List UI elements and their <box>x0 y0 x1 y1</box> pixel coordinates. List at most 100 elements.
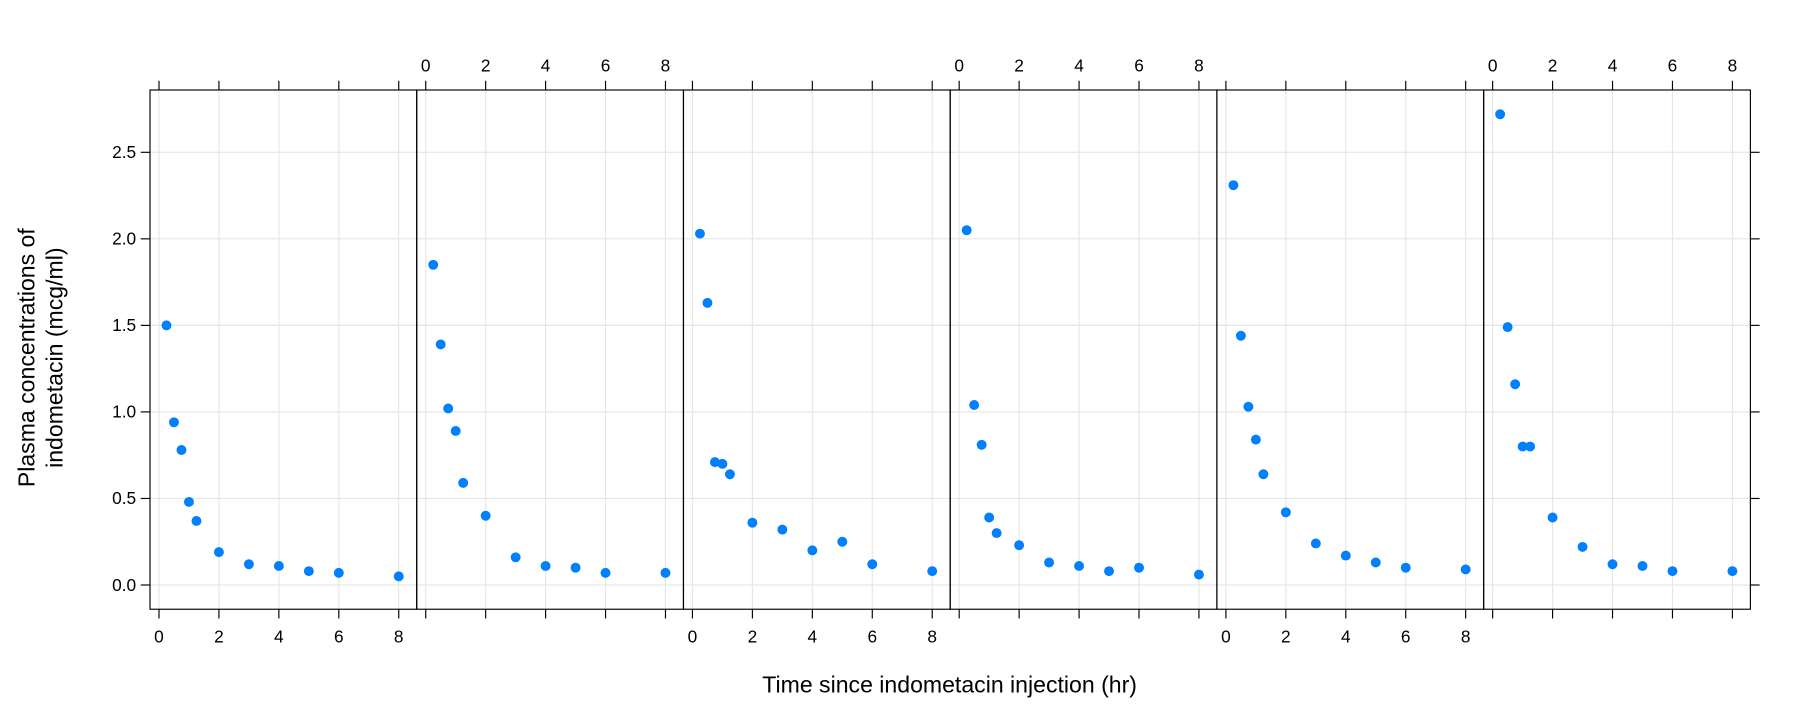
data-point <box>273 561 284 571</box>
data-point <box>976 439 987 450</box>
data-point <box>169 417 179 428</box>
y-tick-label: 2.5 <box>112 142 136 162</box>
data-point <box>333 567 344 578</box>
data-point <box>1044 557 1055 568</box>
y-tick-label: 0.0 <box>112 575 136 595</box>
data-point <box>1607 559 1618 570</box>
data-point <box>1074 561 1085 571</box>
panel-6 <box>1483 89 1751 610</box>
data-point <box>1258 469 1269 480</box>
data-point <box>570 562 581 573</box>
data-point <box>1525 441 1536 452</box>
data-point <box>1250 434 1261 445</box>
data-point <box>1104 566 1114 577</box>
data-point <box>969 400 980 410</box>
x-tick-label: 0 <box>688 627 698 647</box>
y-tick-label: 1.5 <box>112 315 136 335</box>
data-point <box>1280 507 1291 518</box>
data-point <box>1228 180 1239 191</box>
data-point <box>1727 566 1738 577</box>
data-point <box>600 567 611 578</box>
data-point <box>183 496 194 507</box>
x-tick-label: 0 <box>1488 56 1498 76</box>
x-tick-label: 8 <box>394 627 404 647</box>
data-point <box>1495 109 1506 120</box>
data-point <box>1310 538 1321 549</box>
x-tick-label: 4 <box>808 627 818 647</box>
x-tick-label: 2 <box>481 56 491 76</box>
data-point <box>540 561 551 571</box>
panel-5 <box>1216 89 1485 610</box>
x-tick-label: 8 <box>927 627 937 647</box>
data-point <box>428 259 439 270</box>
data-point <box>1340 550 1351 561</box>
data-point <box>1577 541 1588 552</box>
panel-3 <box>682 89 951 610</box>
data-point <box>510 552 521 563</box>
panel-4 <box>949 89 1218 610</box>
data-point <box>176 445 187 455</box>
x-tick-label: 4 <box>1074 56 1084 76</box>
data-point <box>1460 564 1471 575</box>
x-tick-label: 4 <box>274 627 284 647</box>
x-tick-label: 2 <box>1548 56 1558 76</box>
data-point <box>303 566 314 577</box>
y-tick-label: 2.0 <box>112 229 136 249</box>
data-point <box>1370 557 1381 568</box>
panel-1 <box>149 89 418 610</box>
x-axis-label: Time since indometacin injection (hr) <box>762 671 1137 697</box>
data-point <box>1400 562 1411 573</box>
data-point <box>961 225 972 236</box>
data-point <box>694 228 705 239</box>
data-point <box>837 536 848 547</box>
data-point <box>717 458 728 469</box>
x-tick-label: 0 <box>154 627 164 647</box>
x-tick-label: 4 <box>1608 56 1618 76</box>
x-tick-label: 8 <box>661 56 671 76</box>
data-point <box>807 545 818 556</box>
data-point <box>1014 540 1025 551</box>
data-point <box>435 339 446 350</box>
y-tick-label: 0.5 <box>112 488 136 508</box>
data-point <box>1547 512 1558 523</box>
data-point <box>243 559 254 570</box>
x-tick-label: 0 <box>1221 627 1231 647</box>
data-point <box>458 477 469 488</box>
data-point <box>991 528 1002 539</box>
data-point <box>1667 566 1678 577</box>
data-point <box>480 510 491 521</box>
x-tick-label: 6 <box>867 627 877 647</box>
data-point <box>867 559 878 570</box>
data-point <box>709 457 720 468</box>
data-point <box>450 426 461 436</box>
y-axis-label-line1: Plasma concentrations of <box>14 228 40 488</box>
data-point <box>443 403 454 414</box>
points <box>161 109 1738 582</box>
data-point <box>777 524 788 535</box>
data-point <box>1243 401 1254 412</box>
data-point <box>161 320 172 331</box>
data-point <box>724 469 735 480</box>
x-tick-label: 6 <box>1668 56 1678 76</box>
panels <box>149 89 1751 610</box>
data-point <box>191 516 202 526</box>
x-tick-label: 0 <box>421 56 431 76</box>
data-point <box>1134 562 1144 573</box>
x-tick-label: 4 <box>1341 627 1351 647</box>
x-tick-label: 2 <box>1014 56 1024 76</box>
data-point <box>927 566 938 577</box>
x-tick-label: 8 <box>1728 56 1738 76</box>
x-tick-label: 4 <box>541 56 551 76</box>
x-tick-label: 2 <box>1281 627 1291 647</box>
data-point <box>1235 330 1246 341</box>
data-point <box>747 517 758 528</box>
x-tick-label: 6 <box>1134 56 1144 76</box>
x-tick-label: 6 <box>1401 627 1411 647</box>
data-point <box>1637 561 1648 571</box>
y-axis-label-line2: indometacin (mcg/ml) <box>41 247 67 467</box>
data-point <box>984 512 995 523</box>
x-tick-label: 6 <box>334 627 344 647</box>
data-point <box>1510 379 1521 390</box>
x-tick-label: 6 <box>601 56 611 76</box>
data-point <box>660 567 671 578</box>
